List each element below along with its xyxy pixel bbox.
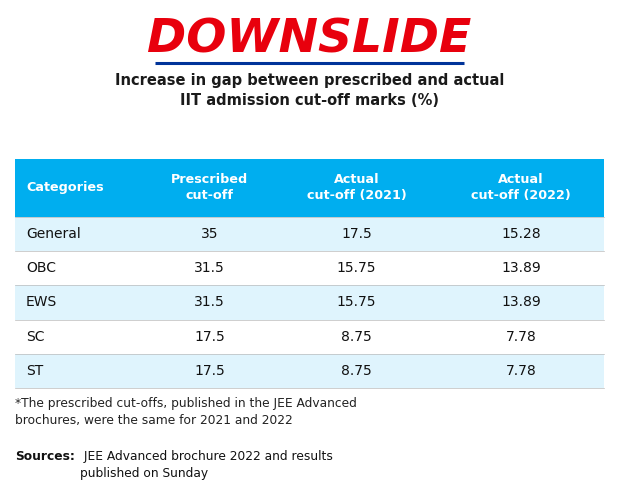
- Text: SC: SC: [26, 330, 45, 344]
- FancyBboxPatch shape: [15, 251, 604, 285]
- Text: ST: ST: [26, 364, 43, 378]
- Text: General: General: [26, 227, 81, 241]
- Text: *The prescribed cut-offs, published in the JEE Advanced
brochures, were the same: *The prescribed cut-offs, published in t…: [15, 397, 357, 427]
- FancyBboxPatch shape: [15, 217, 604, 251]
- Text: 17.5: 17.5: [194, 364, 225, 378]
- Text: 31.5: 31.5: [194, 295, 225, 309]
- Text: 15.75: 15.75: [337, 261, 376, 275]
- Text: 17.5: 17.5: [194, 330, 225, 344]
- Text: Actual
cut-off (2022): Actual cut-off (2022): [471, 173, 571, 202]
- Text: 8.75: 8.75: [341, 330, 372, 344]
- Text: Categories: Categories: [26, 181, 104, 194]
- FancyBboxPatch shape: [15, 320, 604, 354]
- Text: 8.75: 8.75: [341, 364, 372, 378]
- Text: 35: 35: [201, 227, 219, 241]
- Text: 7.78: 7.78: [506, 364, 537, 378]
- Text: Increase in gap between prescribed and actual
IIT admission cut-off marks (%): Increase in gap between prescribed and a…: [115, 73, 504, 108]
- Text: 15.75: 15.75: [337, 295, 376, 309]
- FancyBboxPatch shape: [15, 354, 604, 388]
- Text: 15.28: 15.28: [501, 227, 541, 241]
- Text: 7.78: 7.78: [506, 330, 537, 344]
- Text: Actual
cut-off (2021): Actual cut-off (2021): [306, 173, 407, 202]
- Text: EWS: EWS: [26, 295, 58, 309]
- Text: Prescribed
cut-off: Prescribed cut-off: [171, 173, 248, 202]
- Text: 13.89: 13.89: [501, 295, 541, 309]
- FancyBboxPatch shape: [15, 159, 604, 217]
- Text: OBC: OBC: [26, 261, 56, 275]
- Text: 17.5: 17.5: [341, 227, 372, 241]
- FancyBboxPatch shape: [15, 285, 604, 320]
- Text: Sources:: Sources:: [15, 450, 76, 463]
- Text: DOWNSLIDE: DOWNSLIDE: [147, 18, 472, 62]
- Text: 13.89: 13.89: [501, 261, 541, 275]
- Text: 31.5: 31.5: [194, 261, 225, 275]
- Text: JEE Advanced brochure 2022 and results
published on Sunday: JEE Advanced brochure 2022 and results p…: [80, 450, 334, 480]
